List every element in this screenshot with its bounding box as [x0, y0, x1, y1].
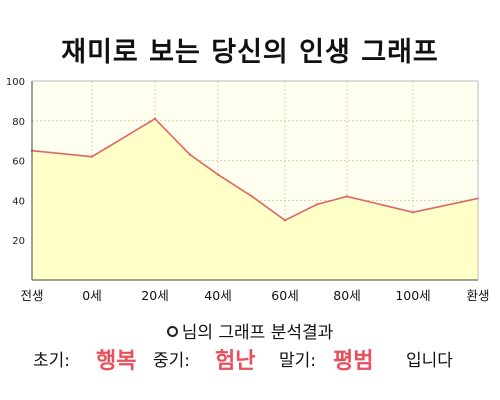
- y-tick-label: 80: [12, 117, 25, 128]
- x-tick-label: 환생: [466, 288, 489, 303]
- data-point: [345, 195, 349, 198]
- early-value: 행복: [96, 349, 137, 374]
- data-point: [153, 117, 157, 121]
- mid-value: 험난: [215, 349, 256, 374]
- x-tick-label: 80세: [333, 288, 360, 303]
- analysis-heading-text: 님의 그래프 분석결과: [181, 323, 334, 343]
- data-point: [216, 173, 220, 176]
- x-tick-label: 100세: [395, 288, 430, 303]
- result-suffix: 입니다: [406, 351, 453, 371]
- mid-label: 중기:: [153, 351, 191, 371]
- analysis-heading: 님의 그래프 분석결과: [0, 318, 500, 343]
- x-tick-label: 20세: [141, 288, 168, 303]
- late-value: 평범: [333, 349, 374, 374]
- chart-title: 재미로 보는 당신의 인생 그래프: [61, 37, 439, 68]
- data-point: [188, 153, 192, 156]
- y-tick-label: 60: [12, 157, 25, 168]
- x-tick-label: 0세: [82, 288, 101, 303]
- data-point: [283, 219, 287, 222]
- y-tick-label: 100: [6, 77, 25, 88]
- late-label: 말기:: [279, 351, 317, 371]
- x-tick-label: 60세: [271, 288, 298, 303]
- bullet-icon: [166, 325, 178, 337]
- data-point: [411, 211, 415, 214]
- y-tick-label: 20: [12, 236, 25, 247]
- x-tick-label: 40세: [204, 288, 231, 303]
- y-tick-label: 40: [12, 196, 25, 207]
- data-point: [90, 155, 94, 158]
- data-point: [250, 195, 254, 198]
- x-tick-label: 전생: [20, 288, 43, 303]
- early-label: 초기:: [33, 351, 71, 371]
- data-point: [315, 203, 319, 206]
